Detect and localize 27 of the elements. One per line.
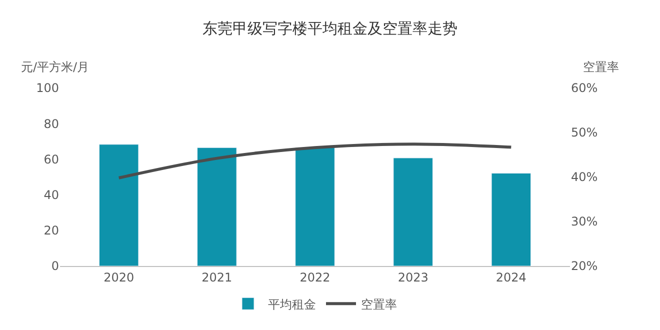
y2-tick-label: 20% xyxy=(571,259,598,274)
y-axis-title: 元/平方米/月 xyxy=(21,60,90,74)
bar xyxy=(393,158,433,266)
y-tick-label: 80 xyxy=(44,116,59,131)
line-series xyxy=(117,142,513,180)
y2-tick-label: 40% xyxy=(571,170,598,184)
bar xyxy=(491,173,532,266)
x-tick-label: 2021 xyxy=(202,270,232,284)
y-tick-label: 100 xyxy=(36,81,59,96)
legend-label: 空置率 xyxy=(361,297,397,312)
y-tick-label: 0 xyxy=(51,259,59,274)
bar xyxy=(98,144,139,266)
x-tick-label: 2023 xyxy=(398,270,428,284)
bar xyxy=(295,147,335,266)
y-tick-label: 40 xyxy=(44,188,59,202)
legend-label: 平均租金 xyxy=(268,297,316,312)
x-tick-label: 2024 xyxy=(496,270,526,284)
x-tick-label: 2022 xyxy=(300,270,330,284)
y2-tick-label: 60% xyxy=(571,81,598,96)
x-tick-label: 2020 xyxy=(104,270,134,284)
y2-tick-label: 50% xyxy=(571,126,598,140)
y2-tick-label: 30% xyxy=(571,214,598,229)
bar xyxy=(197,147,237,266)
y2-axis-title: 空置率 xyxy=(583,60,619,74)
chart-title: 东莞甲级写字楼平均租金及空置率走势 xyxy=(202,20,458,38)
y-tick-label: 20 xyxy=(44,224,59,238)
y-tick-label: 60 xyxy=(44,152,59,166)
